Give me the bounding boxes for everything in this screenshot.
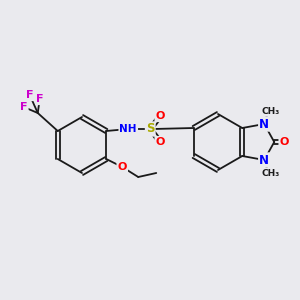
Text: O: O xyxy=(118,162,127,172)
Text: F: F xyxy=(20,102,28,112)
Text: S: S xyxy=(146,122,154,136)
Text: N: N xyxy=(259,118,269,130)
Text: O: O xyxy=(156,111,165,121)
Text: CH₃: CH₃ xyxy=(261,106,279,116)
Text: F: F xyxy=(36,94,44,104)
Text: CH₃: CH₃ xyxy=(261,169,279,178)
Text: NH: NH xyxy=(119,124,137,134)
Text: O: O xyxy=(280,137,289,147)
Text: O: O xyxy=(156,137,165,147)
Text: F: F xyxy=(26,90,34,100)
Text: N: N xyxy=(259,154,269,166)
